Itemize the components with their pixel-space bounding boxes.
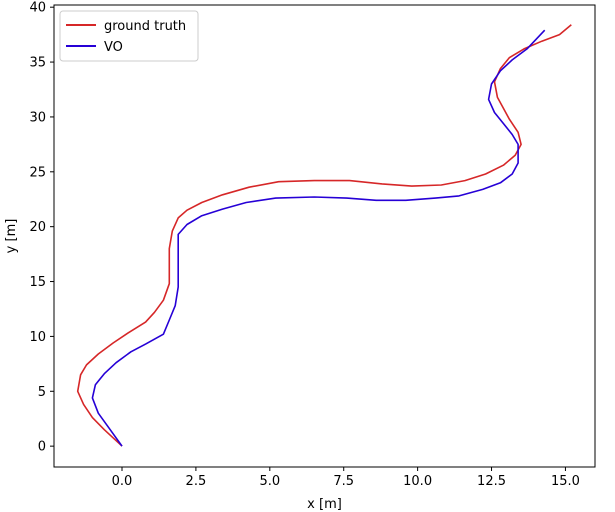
plot-area — [54, 5, 595, 467]
y-tick-label: 30 — [29, 110, 46, 125]
legend: ground truth VO — [59, 10, 199, 62]
series-line-ground-truth — [76, 24, 572, 447]
y-tick-label: 10 — [29, 330, 46, 345]
x-tick-label: 0.0 — [112, 474, 133, 489]
y-tick-label: 35 — [29, 56, 46, 71]
x-tick-label: 12.5 — [477, 474, 506, 489]
x-tick-label: 7.5 — [333, 474, 354, 489]
x-axis-ticks: 0.0 2.5 5.0 7.5 10.0 12.5 15.0 — [112, 467, 580, 489]
legend-label-vo: VO — [104, 40, 123, 55]
y-tick-label: 20 — [29, 220, 46, 235]
legend-label-ground-truth: ground truth — [104, 19, 186, 34]
legend-box — [59, 10, 199, 62]
plot-frame — [53, 4, 596, 468]
x-tick-label: 10.0 — [403, 474, 432, 489]
y-tick-label: 25 — [29, 165, 46, 180]
series-line-vo — [91, 29, 546, 447]
x-tick-label: 15.0 — [551, 474, 580, 489]
y-tick-label: 0 — [38, 440, 46, 455]
series-layer — [76, 24, 572, 447]
x-tick-label: 2.5 — [186, 474, 207, 489]
x-axis-label: x [m] — [307, 497, 342, 512]
y-tick-label: 5 — [38, 385, 46, 400]
y-axis-label: y [m] — [4, 219, 19, 254]
y-axis-ticks: 0 5 10 15 20 25 30 35 40 — [29, 1, 54, 455]
y-tick-label: 15 — [29, 275, 46, 290]
x-tick-label: 5.0 — [259, 474, 280, 489]
y-tick-label: 40 — [29, 1, 46, 16]
